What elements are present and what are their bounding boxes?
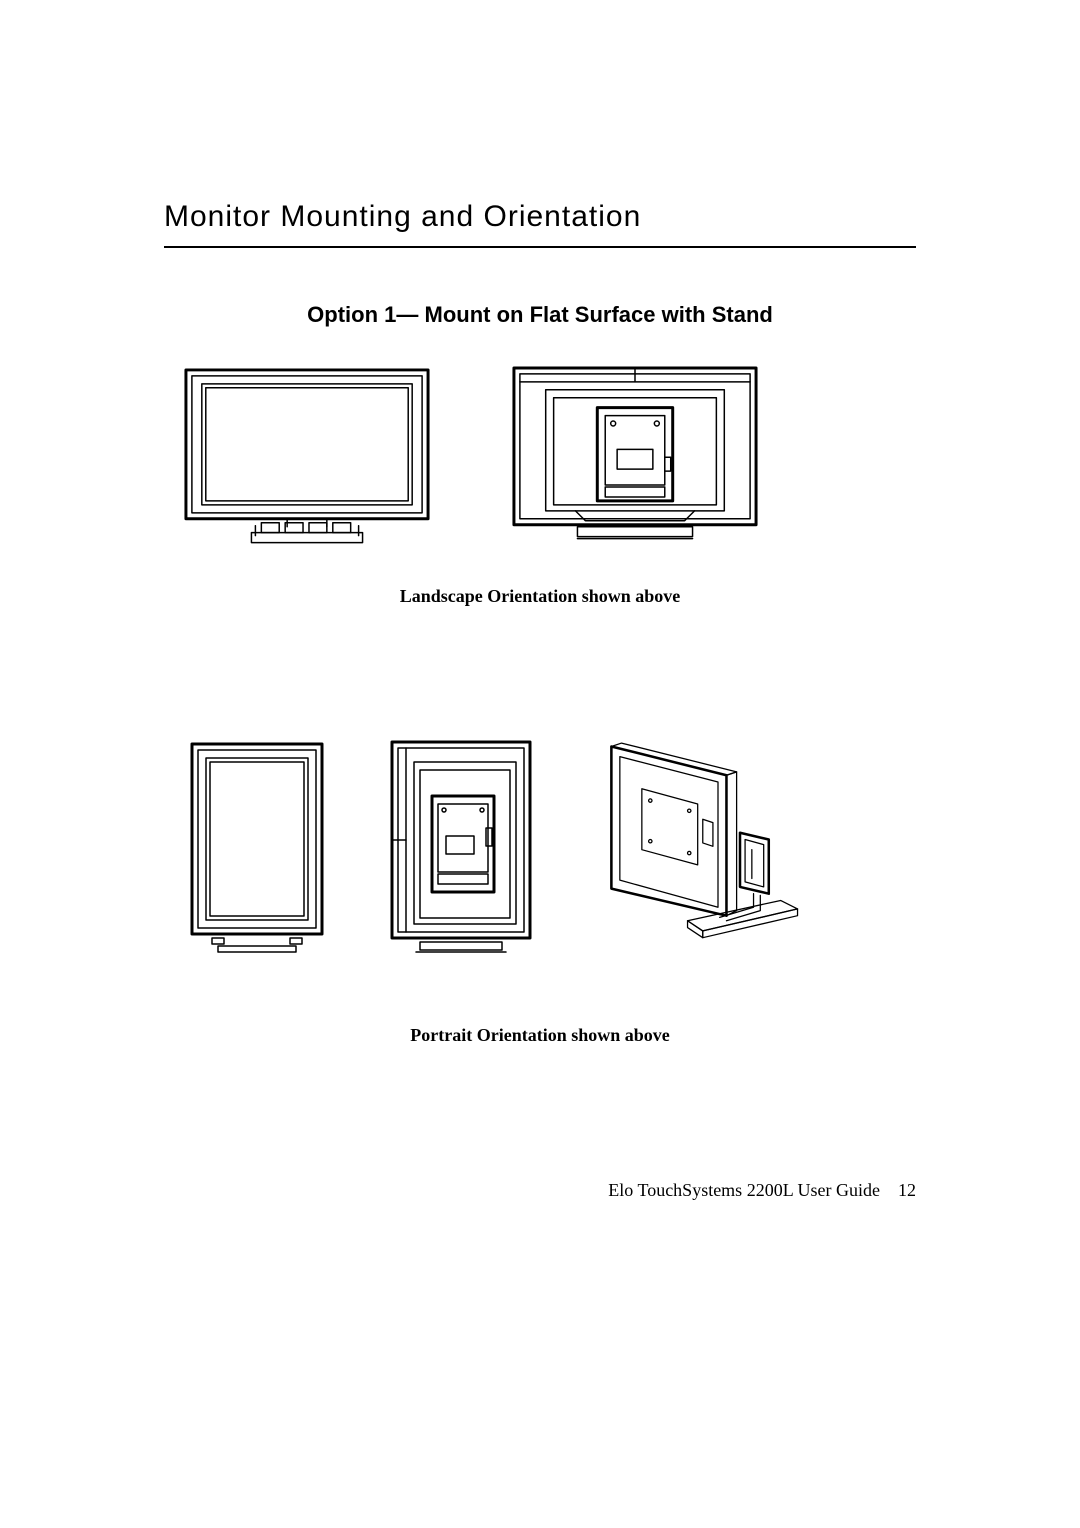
- section-rule: [164, 246, 916, 248]
- page-footer: Elo TouchSystems 2200L User Guide 12: [608, 1180, 916, 1201]
- option-title: Option 1— Mount on Flat Surface with Sta…: [0, 302, 1080, 328]
- portrait-back-diagram: [386, 738, 536, 958]
- portrait-caption: Portrait Orientation shown above: [0, 1025, 1080, 1046]
- landscape-back-diagram: [506, 362, 764, 560]
- portrait-front-diagram: [182, 738, 332, 958]
- section-title: Monitor Mounting and Orientation: [164, 200, 641, 234]
- landscape-front-diagram: [178, 362, 436, 560]
- footer-doc: Elo TouchSystems 2200L User Guide: [608, 1180, 880, 1200]
- footer-page: 12: [898, 1180, 916, 1200]
- landscape-caption: Landscape Orientation shown above: [0, 586, 1080, 607]
- portrait-iso-diagram: [586, 738, 806, 958]
